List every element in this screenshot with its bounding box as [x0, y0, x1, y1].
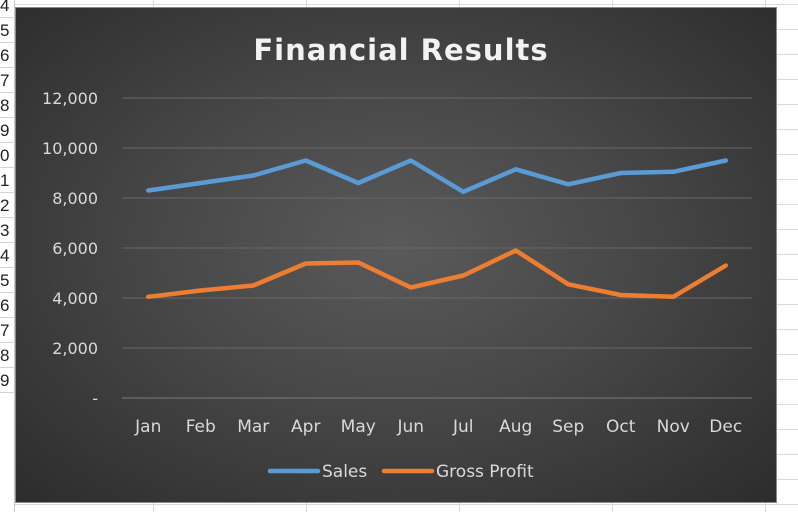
x-tick-label: Dec [709, 417, 742, 437]
x-axis-tick-labels: Jan Feb Mar Apr May Jun Jul Aug Sep Oct Nov Dec [134, 417, 742, 437]
y-tick-label: - [92, 389, 98, 408]
x-tick-label: May [341, 417, 376, 437]
x-tick-label: Jul [452, 417, 474, 437]
y-tick-label: 12,000 [42, 89, 98, 108]
x-tick-label: Jun [396, 417, 424, 437]
x-tick-label: Apr [291, 417, 320, 437]
legend: Sales Gross Profit [270, 462, 534, 482]
gridlines [122, 98, 752, 398]
x-tick-label: Oct [606, 417, 636, 437]
y-tick-label: 8,000 [52, 189, 98, 208]
legend-label[interactable]: Gross Profit [436, 462, 534, 482]
series-lines [148, 161, 726, 297]
series-line-gross-profit[interactable] [148, 251, 726, 297]
y-tick-label: 2,000 [52, 339, 98, 358]
x-tick-label: Nov [657, 417, 690, 437]
chart-title: Financial Results [253, 33, 548, 67]
y-tick-label: 6,000 [52, 239, 98, 258]
y-tick-label: 4,000 [52, 289, 98, 308]
x-tick-label: Sep [552, 417, 584, 437]
y-tick-label: 10,000 [42, 139, 98, 158]
x-tick-label: Jan [134, 417, 161, 437]
series-line-sales[interactable] [148, 161, 726, 192]
legend-label[interactable]: Sales [322, 462, 367, 482]
x-tick-label: Feb [186, 417, 216, 437]
x-tick-label: Mar [237, 417, 269, 437]
y-axis-tick-labels: - 2,000 4,000 6,000 8,000 10,000 12,000 [42, 89, 98, 408]
x-tick-label: Aug [499, 417, 532, 437]
